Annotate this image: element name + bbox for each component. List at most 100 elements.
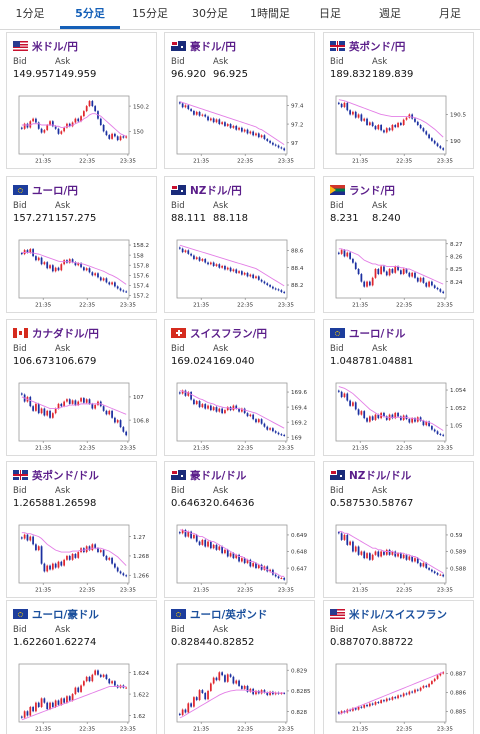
candle bbox=[436, 287, 439, 290]
tab-5[interactable]: 日足 bbox=[319, 7, 341, 20]
pair-name[interactable]: ユーロ/英ポンド bbox=[190, 608, 268, 621]
price-chart[interactable]: 107 106.8 21:35 22:35 23:35 bbox=[15, 378, 155, 454]
tab-0[interactable]: 1分足 bbox=[15, 7, 45, 20]
rate-card[interactable]: 英ポンド/円 Bid Ask 189.832 189.839 190.5 190 21:35 2… bbox=[323, 32, 474, 169]
candle bbox=[193, 697, 195, 707]
candle bbox=[66, 555, 68, 560]
rate-card[interactable]: 米ドル/スイスフラン Bid Ask 0.88707 0.88722 0.887 0.886… bbox=[323, 600, 474, 734]
rate-card[interactable]: NZドル/円 Bid Ask 88.111 88.118 88.6 88.4 88.2 21:3… bbox=[164, 176, 315, 313]
rate-card[interactable]: 米ドル/円 Bid Ask 149.957 149.959 150.2 150 21:35 22… bbox=[6, 32, 157, 169]
pair-name[interactable]: NZドル/円 bbox=[190, 184, 242, 197]
pair-name[interactable]: 豪ドル/円 bbox=[190, 40, 236, 53]
candle bbox=[243, 129, 246, 132]
rate-card[interactable]: ユーロ/豪ドル Bid Ask 1.62260 1.62274 1.624 1.622 1.6… bbox=[6, 600, 157, 734]
rate-card[interactable]: 豪ドル/ドル Bid Ask 0.64632 0.64636 0.649 0.648 0.64… bbox=[164, 461, 315, 598]
rate-card[interactable]: カナダドル/円 Bid Ask 106.673 106.679 107 106.8 21:35… bbox=[6, 319, 157, 456]
rate-card[interactable]: NZドル/ドル Bid Ask 0.58753 0.58767 0.59 0.589 0.58… bbox=[323, 461, 474, 598]
candle bbox=[425, 131, 428, 135]
rate-card[interactable]: スイスフラン/円 Bid Ask 169.024 169.040 169.6 169.4 16… bbox=[164, 319, 315, 456]
candle bbox=[414, 272, 416, 278]
price-chart[interactable]: 150.2 150 21:35 22:35 23:35 bbox=[15, 91, 155, 167]
x-tick-label: 22:35 bbox=[396, 446, 413, 452]
price-chart[interactable]: 158.2 158 157.8 157.6 157.4 157.2 21:35 22:35 23… bbox=[15, 235, 155, 311]
candle bbox=[374, 551, 377, 555]
ask-label: Ask bbox=[55, 486, 71, 496]
y-tick-label: 0.828 bbox=[291, 710, 307, 716]
price-chart[interactable]: 0.829 0.8285 0.828 21:35 22:35 23:35 bbox=[173, 659, 313, 734]
tab-6[interactable]: 週足 bbox=[379, 7, 401, 20]
candle bbox=[368, 553, 371, 560]
ch-flag bbox=[171, 328, 186, 338]
card-header: 豪ドル/円 bbox=[171, 39, 236, 53]
pair-name[interactable]: 米ドル/スイスフラン bbox=[349, 608, 448, 621]
tab-4[interactable]: 1時間足 bbox=[250, 7, 290, 20]
candle bbox=[212, 677, 215, 684]
candle bbox=[94, 670, 97, 675]
card-header: ユーロ/豪ドル bbox=[13, 607, 99, 621]
candle bbox=[51, 563, 54, 570]
candle bbox=[238, 127, 240, 130]
price-chart[interactable]: 0.59 0.589 0.588 21:35 22:35 23:35 bbox=[332, 520, 472, 596]
candle bbox=[229, 674, 232, 677]
candle bbox=[119, 288, 122, 291]
price-chart[interactable]: 8.27 8.26 8.25 8.24 21:35 22:35 23:35 bbox=[332, 235, 472, 311]
pair-name[interactable]: 英ポンド/ドル bbox=[32, 469, 99, 482]
candle bbox=[354, 111, 357, 118]
pair-name[interactable]: 米ドル/円 bbox=[32, 40, 78, 53]
candle bbox=[272, 428, 274, 432]
candle bbox=[363, 411, 366, 419]
rate-card[interactable]: ユーロ/英ポンド Bid Ask 0.82844 0.82852 0.829 0.8285 0… bbox=[164, 600, 315, 734]
rate-card[interactable]: ランド/円 Bid Ask 8.231 8.240 8.27 8.26 8.25 8.24 21:… bbox=[323, 176, 474, 313]
candle bbox=[368, 416, 371, 422]
price-chart[interactable]: 97.4 97.2 97 21:35 22:35 23:35 bbox=[173, 91, 313, 167]
pair-name[interactable]: カナダドル/円 bbox=[32, 327, 99, 340]
candle bbox=[238, 680, 240, 686]
rate-card[interactable]: 豪ドル/円 Bid Ask 96.920 96.925 97.4 97.2 97 21:35 22… bbox=[164, 32, 315, 169]
rate-card[interactable]: 英ポンド/ドル Bid Ask 1.26588 1.26598 1.27 1.268 1.26… bbox=[6, 461, 157, 598]
rate-card[interactable]: ユーロ/円 Bid Ask 157.271 157.275 158.2 158 157.8 15… bbox=[6, 176, 157, 313]
price-chart[interactable]: 88.6 88.4 88.2 21:35 22:35 23:35 bbox=[173, 235, 313, 311]
ask-label: Ask bbox=[372, 57, 388, 67]
candle bbox=[240, 127, 243, 132]
candle bbox=[419, 277, 422, 282]
price-chart[interactable]: 169.6 169.4 169.2 169 21:35 22:35 23:35 bbox=[173, 378, 313, 454]
candle bbox=[246, 685, 249, 692]
card-header: ランド/円 bbox=[330, 183, 395, 197]
price-chart[interactable]: 190.5 190 21:35 22:35 23:35 bbox=[332, 91, 472, 167]
candle bbox=[408, 691, 411, 695]
bid-label: Bid bbox=[171, 486, 185, 496]
candle bbox=[74, 400, 77, 406]
pair-name[interactable]: ユーロ/豪ドル bbox=[32, 608, 99, 621]
candle bbox=[246, 413, 249, 417]
price-chart[interactable]: 0.649 0.648 0.647 21:35 22:35 23:35 bbox=[173, 520, 313, 596]
candle bbox=[374, 702, 377, 705]
price-chart[interactable]: 0.887 0.886 0.885 21:35 22:35 23:35 bbox=[332, 659, 472, 734]
tab-3[interactable]: 30分足 bbox=[192, 7, 228, 20]
price-chart[interactable]: 1.624 1.622 1.62 21:35 22:35 23:35 bbox=[15, 659, 155, 734]
tab-7[interactable]: 月足 bbox=[439, 7, 461, 20]
candle bbox=[383, 266, 385, 272]
candle bbox=[337, 102, 340, 104]
pair-name[interactable]: ユーロ/ドル bbox=[349, 327, 406, 340]
candle bbox=[385, 416, 388, 420]
tab-1[interactable]: 5分足 bbox=[60, 0, 120, 29]
y-tick-label: 0.886 bbox=[450, 691, 466, 697]
pair-name[interactable]: ランド/円 bbox=[349, 184, 395, 197]
candle bbox=[184, 390, 187, 396]
nz-flag bbox=[330, 470, 345, 480]
pair-name[interactable]: NZドル/ドル bbox=[349, 469, 412, 482]
y-tick-label: 107 bbox=[133, 395, 144, 401]
candle bbox=[29, 536, 32, 541]
candle bbox=[32, 406, 34, 411]
tab-2[interactable]: 15分足 bbox=[132, 7, 168, 20]
rate-card[interactable]: ユーロ/ドル Bid Ask 1.04878 1.04881 1.054 1.052 1.05… bbox=[323, 319, 474, 456]
pair-name[interactable]: スイスフラン/円 bbox=[190, 327, 268, 340]
candle bbox=[346, 393, 349, 401]
pair-name[interactable]: ユーロ/円 bbox=[32, 184, 78, 197]
price-chart[interactable]: 1.27 1.268 1.266 21:35 22:35 23:35 bbox=[15, 520, 155, 596]
price-chart[interactable]: 1.054 1.052 1.05 21:35 22:35 23:35 bbox=[332, 378, 472, 454]
pair-name[interactable]: 豪ドル/ドル bbox=[190, 469, 247, 482]
y-tick-label: 97.4 bbox=[291, 104, 304, 110]
candle bbox=[346, 252, 349, 257]
pair-name[interactable]: 英ポンド/円 bbox=[349, 40, 406, 53]
